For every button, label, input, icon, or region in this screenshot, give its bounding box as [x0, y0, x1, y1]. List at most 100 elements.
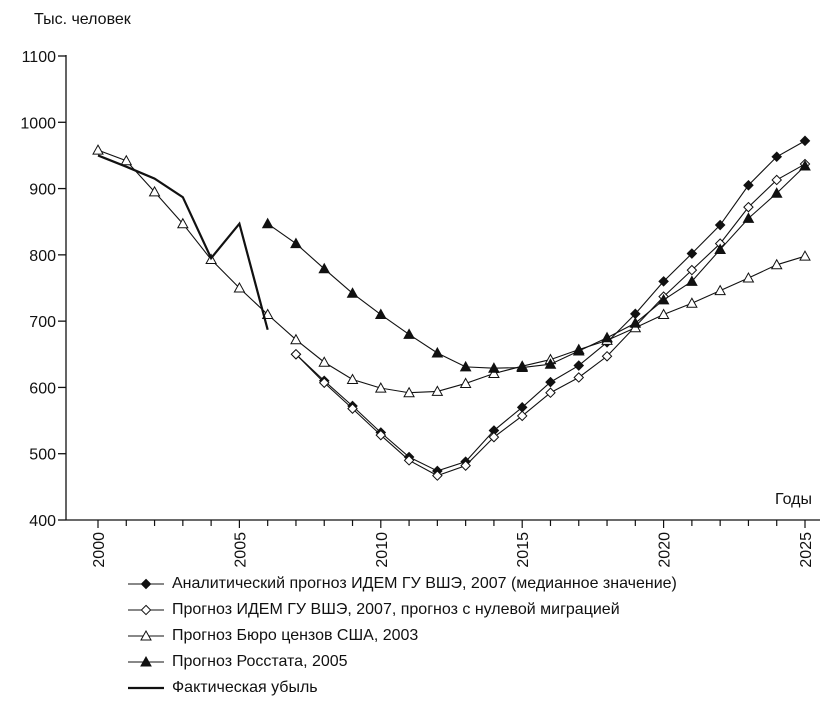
legend-label: Прогноз Росстата, 2005 [172, 653, 348, 670]
y-tick-label: 400 [29, 513, 56, 530]
data-point [657, 308, 670, 320]
data-point [290, 348, 302, 360]
legend-item: Фактическая убыль [126, 675, 677, 701]
data-point [742, 272, 755, 283]
y-tick-label: 500 [29, 447, 56, 464]
x-tick-label: 2005 [232, 532, 249, 568]
legend-symbol [128, 604, 164, 616]
data-point [601, 331, 613, 343]
data-point [431, 346, 444, 358]
data-point [516, 361, 529, 373]
data-point [233, 281, 246, 293]
data-point [318, 377, 330, 389]
data-point [799, 250, 811, 261]
data-point [290, 333, 302, 345]
x-tick-label: 2000 [91, 532, 108, 568]
data-point [318, 262, 331, 274]
data-point [374, 382, 387, 393]
data-point [148, 185, 161, 197]
legend-item: Прогноз Бюро цензов США, 2003 [126, 623, 677, 649]
legend-label: Прогноз ИДЕМ ГУ ВШЭ, 2007, прогноз с нул… [172, 601, 620, 618]
y-tick-label: 700 [29, 314, 56, 331]
y-tick-label: 900 [29, 182, 56, 199]
legend-marker [140, 629, 152, 641]
legend-item: Прогноз ИДЕМ ГУ ВШЭ, 2007, прогноз с нул… [126, 597, 677, 623]
series-line [97, 154, 269, 331]
data-point [544, 358, 557, 369]
legend-symbol [128, 629, 164, 641]
data-point [488, 362, 500, 373]
data-point [686, 264, 698, 276]
data-point [573, 372, 585, 383]
x-tick-label: 2020 [657, 532, 674, 568]
legend-symbol [128, 655, 164, 667]
data-point [572, 344, 585, 356]
data-point [374, 308, 387, 320]
data-point [714, 219, 726, 231]
legend-item: Аналитический прогноз ИДЕМ ГУ ВШЭ, 2007 … [126, 571, 677, 597]
y-tick-label: 1100 [22, 49, 57, 66]
x-axis-title: Годы [775, 491, 812, 508]
data-point [432, 470, 443, 481]
data-point [771, 151, 783, 163]
data-point [601, 350, 613, 362]
data-point [459, 377, 472, 388]
data-point [346, 287, 359, 298]
series-3 [92, 144, 811, 398]
data-point [770, 187, 783, 198]
data-point [488, 367, 500, 379]
y-tick-label: 600 [29, 380, 56, 397]
axes: 400 500 600 700 800 900 1000 1100 2000 2005 2010 20… [20, 49, 820, 568]
series-line [295, 140, 806, 472]
data-point [573, 360, 585, 371]
data-point [545, 387, 556, 399]
data-point [290, 237, 302, 249]
data-point [657, 293, 670, 305]
data-point [460, 460, 471, 471]
legend-symbol [128, 686, 164, 690]
data-point [545, 376, 556, 388]
series-4 [261, 160, 811, 373]
data-point [799, 160, 811, 171]
legend-label: Аналитический прогноз ИДЕМ ГУ ВШЭ, 2007 … [172, 575, 677, 592]
series-line [97, 149, 806, 394]
data-point [346, 373, 359, 384]
legend: Аналитический прогноз ИДЕМ ГУ ВШЭ, 2007 … [126, 571, 677, 701]
y-tick-label: 800 [29, 248, 56, 265]
data-point [318, 356, 331, 367]
legend-item: Прогноз Росстата, 2005 [126, 649, 677, 675]
legend-label: Фактическая убыль [172, 679, 318, 696]
data-point [488, 431, 500, 443]
data-point [403, 328, 415, 339]
data-point [629, 317, 642, 328]
legend-symbol [128, 578, 164, 590]
data-point [714, 243, 727, 255]
legend-marker [140, 578, 152, 590]
data-point [686, 275, 698, 286]
series-line [267, 165, 806, 369]
x-tick-label: 2015 [515, 532, 532, 568]
data-point [799, 135, 811, 147]
series-5 [97, 154, 269, 331]
series-2 [290, 158, 811, 481]
series-layer [92, 135, 811, 481]
data-point [347, 403, 358, 414]
data-point [431, 385, 444, 396]
data-point [459, 360, 472, 372]
data-point [261, 217, 274, 229]
data-point [742, 212, 755, 223]
data-point [686, 297, 698, 308]
data-point [403, 386, 415, 398]
data-point [120, 154, 133, 166]
data-point [686, 248, 698, 259]
data-point [714, 284, 727, 296]
data-point [658, 276, 669, 287]
y-tick-label: 1000 [20, 115, 56, 132]
data-point [743, 179, 754, 191]
legend-marker [140, 604, 152, 616]
data-point [516, 410, 528, 422]
data-point [176, 217, 189, 229]
x-tick-label: 2010 [374, 532, 391, 568]
data-point [403, 455, 415, 466]
